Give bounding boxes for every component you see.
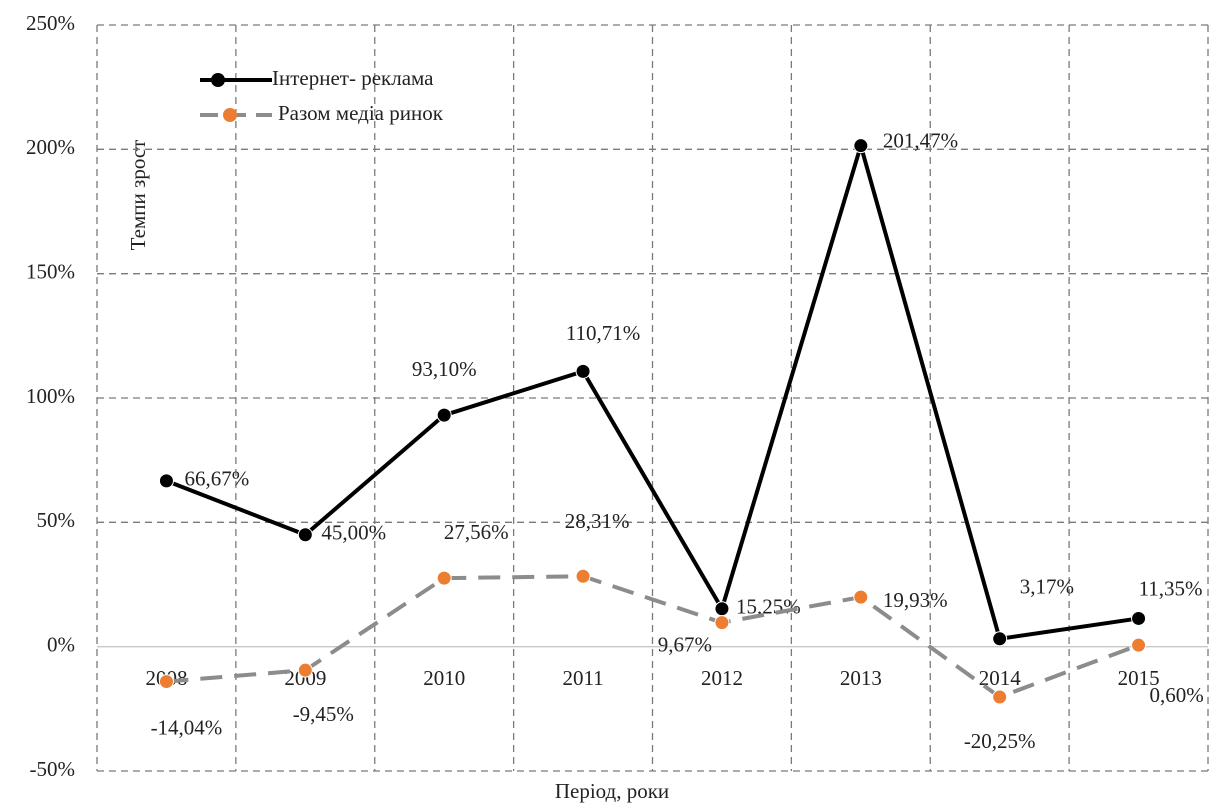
- y-tick-label: 150%: [26, 259, 75, 283]
- y-tick-label: -50%: [30, 757, 76, 781]
- y-tick-label: 50%: [37, 508, 76, 532]
- marker: [575, 568, 591, 584]
- data-label: 0,60%: [1149, 683, 1203, 707]
- x-tick-label: 2011: [562, 666, 603, 690]
- x-tick-label: 2015: [1118, 666, 1160, 690]
- y-tick-label: 0%: [47, 632, 75, 656]
- data-label: 19,93%: [883, 588, 948, 612]
- marker: [297, 662, 313, 678]
- line-series: [166, 574, 1140, 700]
- marker: [714, 601, 730, 617]
- legend-label: Разом медіа ринок: [278, 101, 444, 125]
- data-label: 9,67%: [658, 632, 712, 656]
- data-label: -20,25%: [964, 729, 1036, 753]
- marker: [436, 570, 452, 586]
- data-label: 66,67%: [184, 467, 249, 491]
- marker: [992, 631, 1008, 647]
- x-tick-label: 2013: [840, 666, 882, 690]
- data-label: 45,00%: [321, 521, 386, 545]
- data-label: 28,31%: [565, 509, 630, 533]
- legend-label: Інтернет- реклама: [272, 66, 434, 90]
- marker: [575, 363, 591, 379]
- marker: [436, 407, 452, 423]
- marker: [853, 589, 869, 605]
- marker: [992, 689, 1008, 705]
- data-label: 201,47%: [883, 128, 958, 152]
- legend-marker: [211, 73, 225, 87]
- data-label: 11,35%: [1139, 576, 1203, 600]
- legend-marker: [223, 108, 237, 122]
- marker: [1131, 637, 1147, 653]
- data-label: 15,25%: [736, 595, 801, 619]
- y-tick-label: 200%: [26, 135, 75, 159]
- line-series: [165, 143, 1139, 641]
- x-tick-label: 2010: [423, 666, 465, 690]
- y-tick-label: 100%: [26, 384, 75, 408]
- y-tick-label: 250%: [26, 11, 75, 35]
- marker: [714, 615, 730, 631]
- data-label: -14,04%: [151, 715, 223, 739]
- marker: [158, 473, 174, 489]
- x-tick-label: 2012: [701, 666, 743, 690]
- marker: [158, 674, 174, 690]
- y-axis-label: Темпи зрост: [126, 140, 150, 251]
- marker: [853, 138, 869, 154]
- data-label: -9,45%: [293, 702, 354, 726]
- x-axis-label: Період, роки: [555, 779, 669, 803]
- data-label: 110,71%: [566, 321, 640, 345]
- marker: [297, 527, 313, 543]
- marker: [1131, 610, 1147, 626]
- data-label: 93,10%: [412, 357, 477, 381]
- data-label: 27,56%: [444, 520, 509, 544]
- data-label: 3,17%: [1020, 575, 1074, 599]
